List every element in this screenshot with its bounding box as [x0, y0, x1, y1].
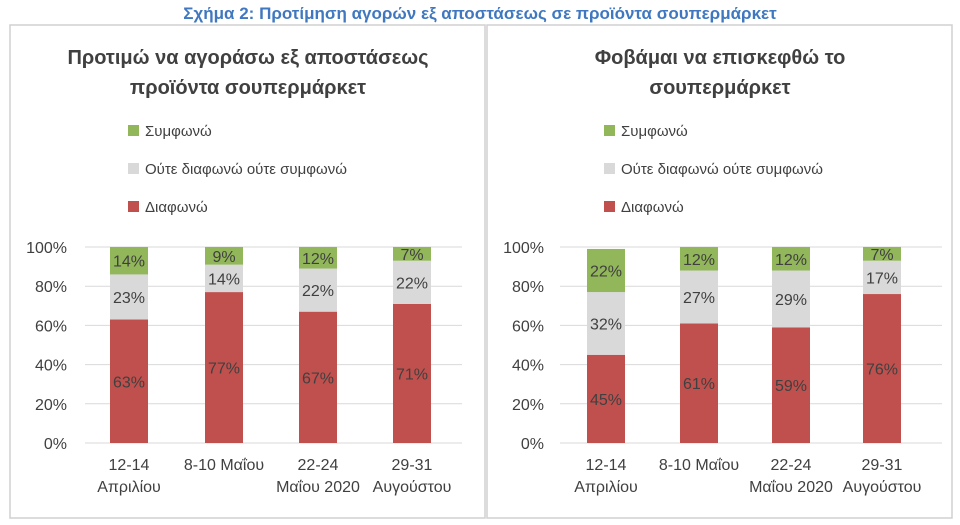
bar-segment	[299, 268, 337, 312]
x-tick-label: Μαΐου 2020	[749, 479, 833, 496]
left-panel-border	[9, 24, 486, 519]
y-tick-label: 0%	[521, 436, 544, 453]
bar-segment	[110, 319, 148, 443]
data-label: 27%	[683, 290, 715, 307]
bar-segment	[299, 247, 337, 269]
bar-segment	[110, 274, 148, 320]
x-tick-label: 29-31	[392, 457, 433, 474]
bar-segment	[587, 354, 625, 443]
legend-swatch	[128, 163, 139, 174]
x-tick-label: 12-14	[109, 457, 150, 474]
data-label: 32%	[590, 316, 622, 333]
right-panel-border	[486, 24, 953, 519]
y-tick-label: 40%	[35, 358, 67, 375]
legend-swatch	[128, 125, 139, 136]
x-tick-label: Μαΐου 2020	[276, 479, 360, 496]
data-label: 14%	[113, 254, 145, 271]
bar-segment	[772, 270, 810, 328]
data-label: 61%	[683, 376, 715, 393]
legend-label: Ούτε διαφωνώ ούτε συμφωνώ	[621, 161, 823, 178]
legend-label: Ούτε διαφωνώ ούτε συμφωνώ	[145, 161, 347, 178]
x-tick-label: 8-10 Μαΐου	[659, 457, 739, 474]
data-label: 14%	[208, 271, 240, 288]
x-tick-label: 22-24	[298, 457, 339, 474]
data-label: 22%	[590, 264, 622, 281]
data-label: 9%	[212, 249, 235, 266]
data-label: 17%	[866, 270, 898, 287]
x-tick-label: 8-10 Μαΐου	[184, 457, 264, 474]
figure-title: Σχήμα 2: Προτίμηση αγορών εξ αποστάσεως …	[183, 4, 777, 23]
legend-swatch	[128, 201, 139, 212]
bar-segment	[205, 264, 243, 293]
chart-title: Φοβάμαι να επισκεφθώ το	[595, 47, 846, 69]
legend-swatch	[604, 125, 615, 136]
x-tick-label: 12-14	[586, 457, 627, 474]
legend-swatch	[604, 163, 615, 174]
x-tick-label: 29-31	[862, 457, 903, 474]
legend-label: Συμφωνώ	[145, 123, 212, 140]
data-label: 12%	[775, 252, 807, 269]
data-label: 7%	[870, 247, 893, 264]
legend-label: Συμφωνώ	[621, 123, 688, 140]
data-label: 29%	[775, 292, 807, 309]
y-tick-label: 0%	[44, 436, 67, 453]
y-tick-label: 100%	[503, 240, 544, 257]
x-tick-label: Απριλίου	[97, 479, 161, 496]
chart-title: προϊόντα σουπερμάρκετ	[130, 77, 366, 99]
data-label: 22%	[396, 275, 428, 292]
bar-segment	[772, 327, 810, 443]
y-tick-label: 80%	[512, 279, 544, 296]
y-tick-label: 60%	[512, 318, 544, 335]
data-label: 76%	[866, 362, 898, 379]
y-tick-label: 100%	[26, 240, 67, 257]
bar-segment	[110, 247, 148, 275]
chart-title: σουπερμάρκετ	[649, 77, 790, 99]
bar-segment	[863, 247, 901, 261]
data-label: 77%	[208, 361, 240, 378]
data-label: 12%	[683, 252, 715, 269]
data-label: 63%	[113, 374, 145, 391]
y-tick-label: 80%	[35, 279, 67, 296]
bar-segment	[772, 247, 810, 271]
bar-segment	[393, 247, 431, 261]
y-tick-label: 20%	[35, 397, 67, 414]
data-label: 67%	[302, 370, 334, 387]
y-tick-label: 20%	[512, 397, 544, 414]
y-tick-label: 40%	[512, 358, 544, 375]
bar-segment	[587, 292, 625, 355]
legend-label: Διαφωνώ	[621, 199, 684, 216]
bar-segment	[393, 260, 431, 304]
bar-segment	[680, 247, 718, 271]
data-label: 45%	[590, 392, 622, 409]
legend-label: Διαφωνώ	[145, 199, 208, 216]
bar-segment	[393, 303, 431, 443]
bar-segment	[587, 248, 625, 293]
bar-segment	[863, 260, 901, 295]
data-label: 71%	[396, 366, 428, 383]
data-label: 12%	[302, 251, 334, 268]
bar-segment	[680, 323, 718, 443]
bar-segment	[299, 311, 337, 443]
bar-segment	[205, 292, 243, 443]
legend-swatch	[604, 201, 615, 212]
x-tick-label: Αυγούστου	[843, 479, 922, 496]
bar-segment	[680, 270, 718, 324]
x-tick-label: Αυγούστου	[373, 479, 452, 496]
bar-segment	[205, 247, 243, 265]
data-label: 7%	[400, 247, 423, 264]
data-label: 59%	[775, 378, 807, 395]
bar-segment	[863, 294, 901, 443]
data-label: 23%	[113, 290, 145, 307]
x-tick-label: 22-24	[771, 457, 812, 474]
chart-title: Προτιμώ να αγοράσω εξ αποστάσεως	[67, 47, 428, 69]
data-label: 22%	[302, 283, 334, 300]
y-tick-label: 60%	[35, 318, 67, 335]
x-tick-label: Απριλίου	[574, 479, 638, 496]
